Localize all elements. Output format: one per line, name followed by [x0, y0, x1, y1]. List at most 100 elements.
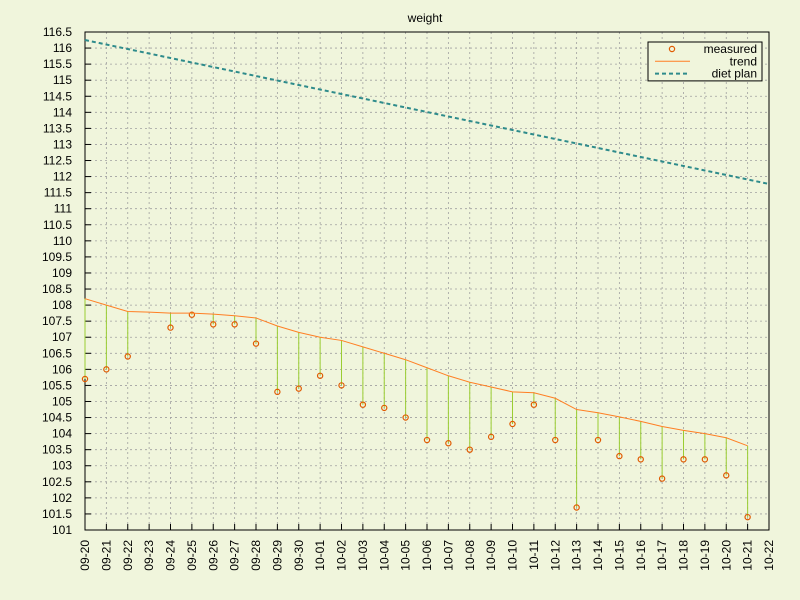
y-tick-label: 111	[54, 202, 73, 216]
x-tick-label: 10-19	[698, 540, 712, 571]
x-tick-label: 10-01	[313, 540, 327, 571]
x-tick-label: 10-22	[762, 540, 776, 571]
x-tick-label: 10-20	[719, 540, 733, 571]
y-tick-label: 109.5	[42, 250, 72, 264]
legend-label: diet plan	[712, 67, 757, 81]
y-tick-label: 116	[53, 41, 72, 55]
legend-label: measured	[704, 42, 757, 56]
x-tick-label: 09-25	[185, 540, 199, 571]
x-tick-label: 10-18	[677, 540, 691, 571]
y-tick-label: 102.5	[42, 475, 72, 489]
y-tick-label: 108.5	[42, 282, 72, 296]
point	[680, 456, 687, 463]
point	[188, 311, 196, 318]
x-tick-label: 10-13	[570, 540, 584, 571]
legend-label: trend	[730, 54, 757, 68]
point	[423, 436, 431, 444]
x-tick-label: 09-22	[121, 540, 135, 571]
x-tick-label: 10-12	[548, 540, 562, 571]
y-tick-label: 110.5	[43, 218, 72, 232]
y-tick-label: 111.5	[44, 186, 73, 200]
y-tick-label: 105.5	[42, 378, 72, 392]
point	[103, 366, 110, 373]
x-tick-label: 09-21	[99, 540, 113, 571]
x-tick-label: 09-29	[270, 540, 284, 571]
point	[295, 385, 302, 392]
x-tick-label: 10-07	[441, 540, 455, 571]
point	[466, 446, 473, 453]
x-tick-label: 10-15	[612, 540, 626, 571]
x-tick-label: 09-28	[249, 540, 263, 571]
x-tick-label: 10-02	[335, 540, 349, 571]
y-tick-label: 113	[53, 137, 72, 151]
y-tick-label: 116.5	[43, 25, 72, 39]
x-tick-label: 09-20	[78, 540, 92, 571]
point	[616, 452, 623, 460]
x-tick-label: 10-10	[506, 540, 520, 571]
y-tick-label: 106.5	[42, 346, 72, 360]
y-tick-label: 114	[53, 105, 72, 119]
y-tick-label: 115.5	[43, 57, 72, 71]
x-tick-label: 10-17	[655, 540, 669, 571]
point	[338, 382, 345, 389]
plot-border	[84, 31, 770, 531]
point	[252, 340, 260, 347]
y-tick-label: 107.5	[42, 314, 72, 328]
y-tick-label: 103	[52, 459, 72, 473]
x-tick-label: 10-03	[356, 540, 370, 571]
point	[81, 375, 89, 383]
series-line	[84, 298, 748, 447]
x-tick-label: 10-16	[634, 540, 648, 571]
y-tick-label: 115	[53, 73, 72, 87]
x-tick-label: 09-23	[142, 540, 156, 571]
y-tick-label: 102	[52, 491, 72, 505]
legend-symbol	[668, 45, 676, 53]
y-tick-label: 101.5	[42, 507, 72, 521]
point	[723, 472, 730, 479]
y-tick-label: 108	[52, 298, 72, 312]
x-tick-label: 10-05	[399, 540, 413, 571]
series-line	[84, 39, 770, 185]
point	[124, 353, 131, 360]
y-tick-label: 104.5	[42, 411, 72, 425]
x-tick-label: 10-08	[463, 540, 477, 571]
y-tick-label: 107	[52, 330, 72, 344]
y-tick-label: 105	[52, 394, 72, 408]
y-tick-label: 104	[52, 427, 72, 441]
point	[210, 321, 217, 328]
point	[573, 504, 580, 511]
x-tick-label: 09-30	[292, 540, 306, 571]
x-tick-label: 10-11	[527, 540, 541, 570]
y-tick-label: 103.5	[42, 443, 72, 457]
y-tick-label: 112.5	[43, 154, 72, 168]
y-tick-label: 101	[52, 523, 72, 537]
y-tick-label: 110	[53, 234, 72, 248]
x-tick-label: 10-04	[377, 540, 391, 571]
point	[316, 372, 324, 379]
point	[402, 414, 409, 421]
x-tick-label: 10-21	[741, 540, 755, 571]
point	[445, 440, 452, 447]
point	[381, 404, 388, 412]
y-tick-label: 114.5	[43, 89, 72, 103]
point	[274, 388, 281, 396]
y-tick-label: 109	[52, 266, 72, 280]
point	[658, 475, 666, 482]
y-tick-label: 113.5	[43, 121, 72, 135]
point	[167, 324, 174, 331]
point	[637, 456, 644, 463]
chart-title: weight	[407, 11, 443, 25]
x-tick-label: 10-09	[484, 540, 498, 571]
point	[594, 436, 602, 444]
point	[509, 420, 516, 428]
point	[552, 436, 559, 444]
x-tick-label: 09-27	[228, 540, 242, 571]
point	[530, 401, 538, 408]
point	[487, 433, 495, 441]
point	[231, 321, 238, 328]
x-tick-label: 09-26	[206, 540, 220, 571]
y-tick-label: 106	[52, 362, 72, 376]
point	[744, 513, 751, 521]
